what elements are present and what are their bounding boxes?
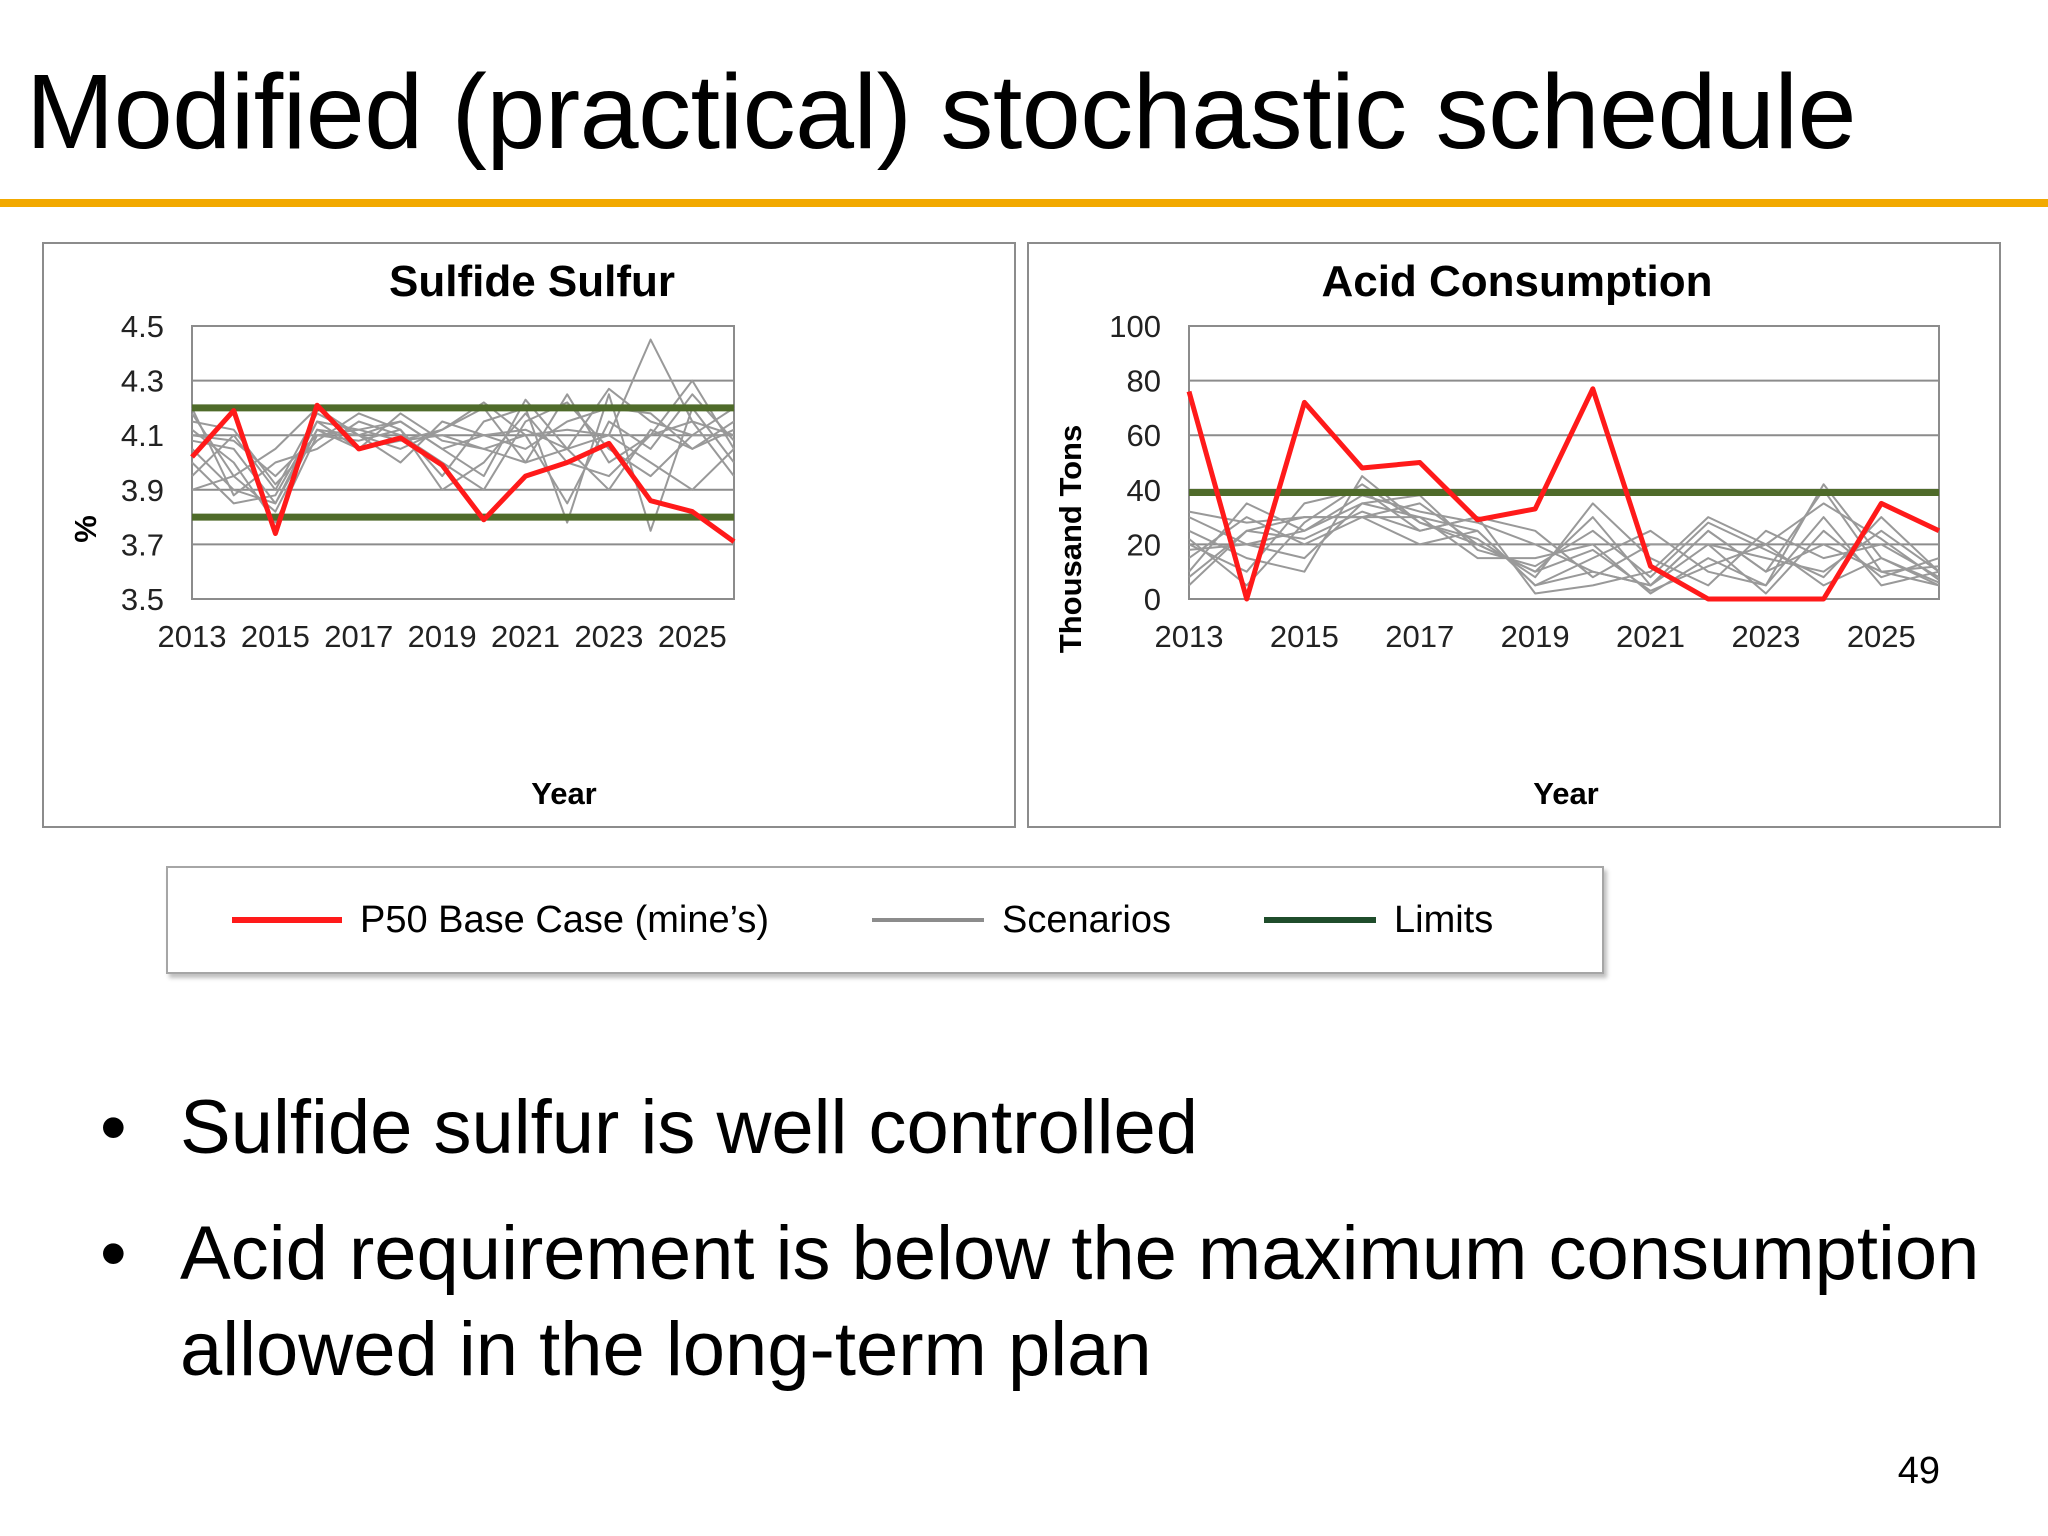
base-case-line: [1186, 386, 1941, 602]
slide-title: Modified (practical) stochastic schedule: [26, 53, 1856, 171]
chart-legend: P50 Base Case (mine’s) Scenarios Limits: [166, 866, 1604, 974]
legend-label: Limits: [1394, 898, 1494, 941]
legend-item-limits: Limits: [1264, 868, 1493, 972]
sulfide-sulfur-chart-panel: Sulfide Sulfur Year % 4.5 4.3 4.1 3.9 3.7 3.5…: [42, 242, 1016, 828]
y-tick-label: 100: [1109, 309, 1161, 344]
scenario-line: [1188, 488, 1940, 595]
scenario-line: [1188, 475, 1940, 587]
x-tick-label: 2017: [324, 619, 393, 654]
scenario-line: [1188, 502, 1940, 587]
bullet-item: • Sulfide sulfur is well controlled: [100, 1080, 1980, 1176]
y-tick-label: 20: [1127, 527, 1161, 562]
x-tick-label: 2025: [658, 619, 727, 654]
y-tick-label: 3.5: [121, 582, 164, 617]
x-axis-label: Year: [531, 776, 597, 811]
bullet-list: • Sulfide sulfur is well controlled • Ac…: [100, 1080, 1980, 1428]
acid-consumption-chart: Acid Consumption Year Thousand Tons 100 8…: [1053, 257, 1941, 811]
x-tick-label: 2015: [241, 619, 310, 654]
legend-item-scenarios: Scenarios: [872, 868, 1171, 972]
y-tick-label: 4.1: [121, 418, 164, 453]
x-tick-label: 2019: [408, 619, 477, 654]
legend-swatch-gray-line: [872, 918, 984, 922]
scenario-line: [1188, 483, 1940, 592]
scenario-line: [191, 412, 735, 491]
y-axis-label: Thousand Tons: [1053, 425, 1088, 653]
acid-consumption-chart-panel: Acid Consumption Year Thousand Tons 100 8…: [1027, 242, 2001, 828]
scenario-line: [1188, 510, 1940, 595]
legend-label: Scenarios: [1002, 898, 1171, 941]
y-tick-label: 4.3: [121, 364, 164, 399]
bullet-dot-icon: •: [100, 1211, 127, 1296]
legend-swatch-red-line: [232, 917, 342, 923]
x-tick-label: 2023: [1731, 619, 1800, 654]
y-tick-label: 0: [1144, 582, 1161, 617]
y-tick-label: 80: [1127, 364, 1161, 399]
x-tick-label: 2017: [1385, 619, 1454, 654]
chart-title: Acid Consumption: [1321, 257, 1712, 306]
scenario-line: [191, 393, 735, 505]
x-tick-label: 2021: [491, 619, 560, 654]
sulfide-sulfur-chart: Sulfide Sulfur Year % 4.5 4.3 4.1 3.9 3.7 3.5…: [68, 257, 736, 811]
legend-item-base-case: P50 Base Case (mine’s): [232, 868, 769, 972]
page-number: 49: [1897, 1450, 1940, 1492]
y-tick-label: 3.9: [121, 473, 164, 508]
x-tick-label: 2013: [158, 619, 227, 654]
y-tick-label: 40: [1127, 473, 1161, 508]
x-axis-label: Year: [1533, 776, 1599, 811]
scenario-line: [191, 406, 735, 491]
bullet-text: Sulfide sulfur is well controlled: [180, 1085, 1199, 1170]
legend-label: P50 Base Case (mine’s): [360, 898, 770, 941]
x-tick-label: 2021: [1616, 619, 1685, 654]
x-tick-label: 2013: [1155, 619, 1224, 654]
bullet-item: • Acid requirement is below the maximum …: [100, 1206, 1980, 1398]
title-rule: [0, 199, 2048, 207]
x-tick-label: 2015: [1270, 619, 1339, 654]
x-tick-label: 2025: [1847, 619, 1916, 654]
y-tick-label: 4.5: [121, 309, 164, 344]
base-case-line: [190, 402, 736, 544]
bullet-dot-icon: •: [100, 1085, 127, 1170]
scenario-line: [191, 387, 734, 478]
x-tick-label: 2023: [574, 619, 643, 654]
x-tick-label: 2019: [1501, 619, 1570, 654]
scenario-line: [191, 401, 735, 505]
bullet-text: Acid requirement is below the maximum co…: [180, 1211, 1980, 1392]
y-tick-label: 3.7: [121, 527, 164, 562]
legend-swatch-green-line: [1264, 917, 1376, 923]
y-axis-label: %: [68, 515, 103, 543]
y-tick-label: 60: [1127, 418, 1161, 453]
chart-title: Sulfide Sulfur: [389, 257, 675, 306]
scenario-line: [1188, 494, 1940, 587]
scenario-line: [1188, 488, 1940, 587]
scenario-line: [1188, 494, 1940, 579]
